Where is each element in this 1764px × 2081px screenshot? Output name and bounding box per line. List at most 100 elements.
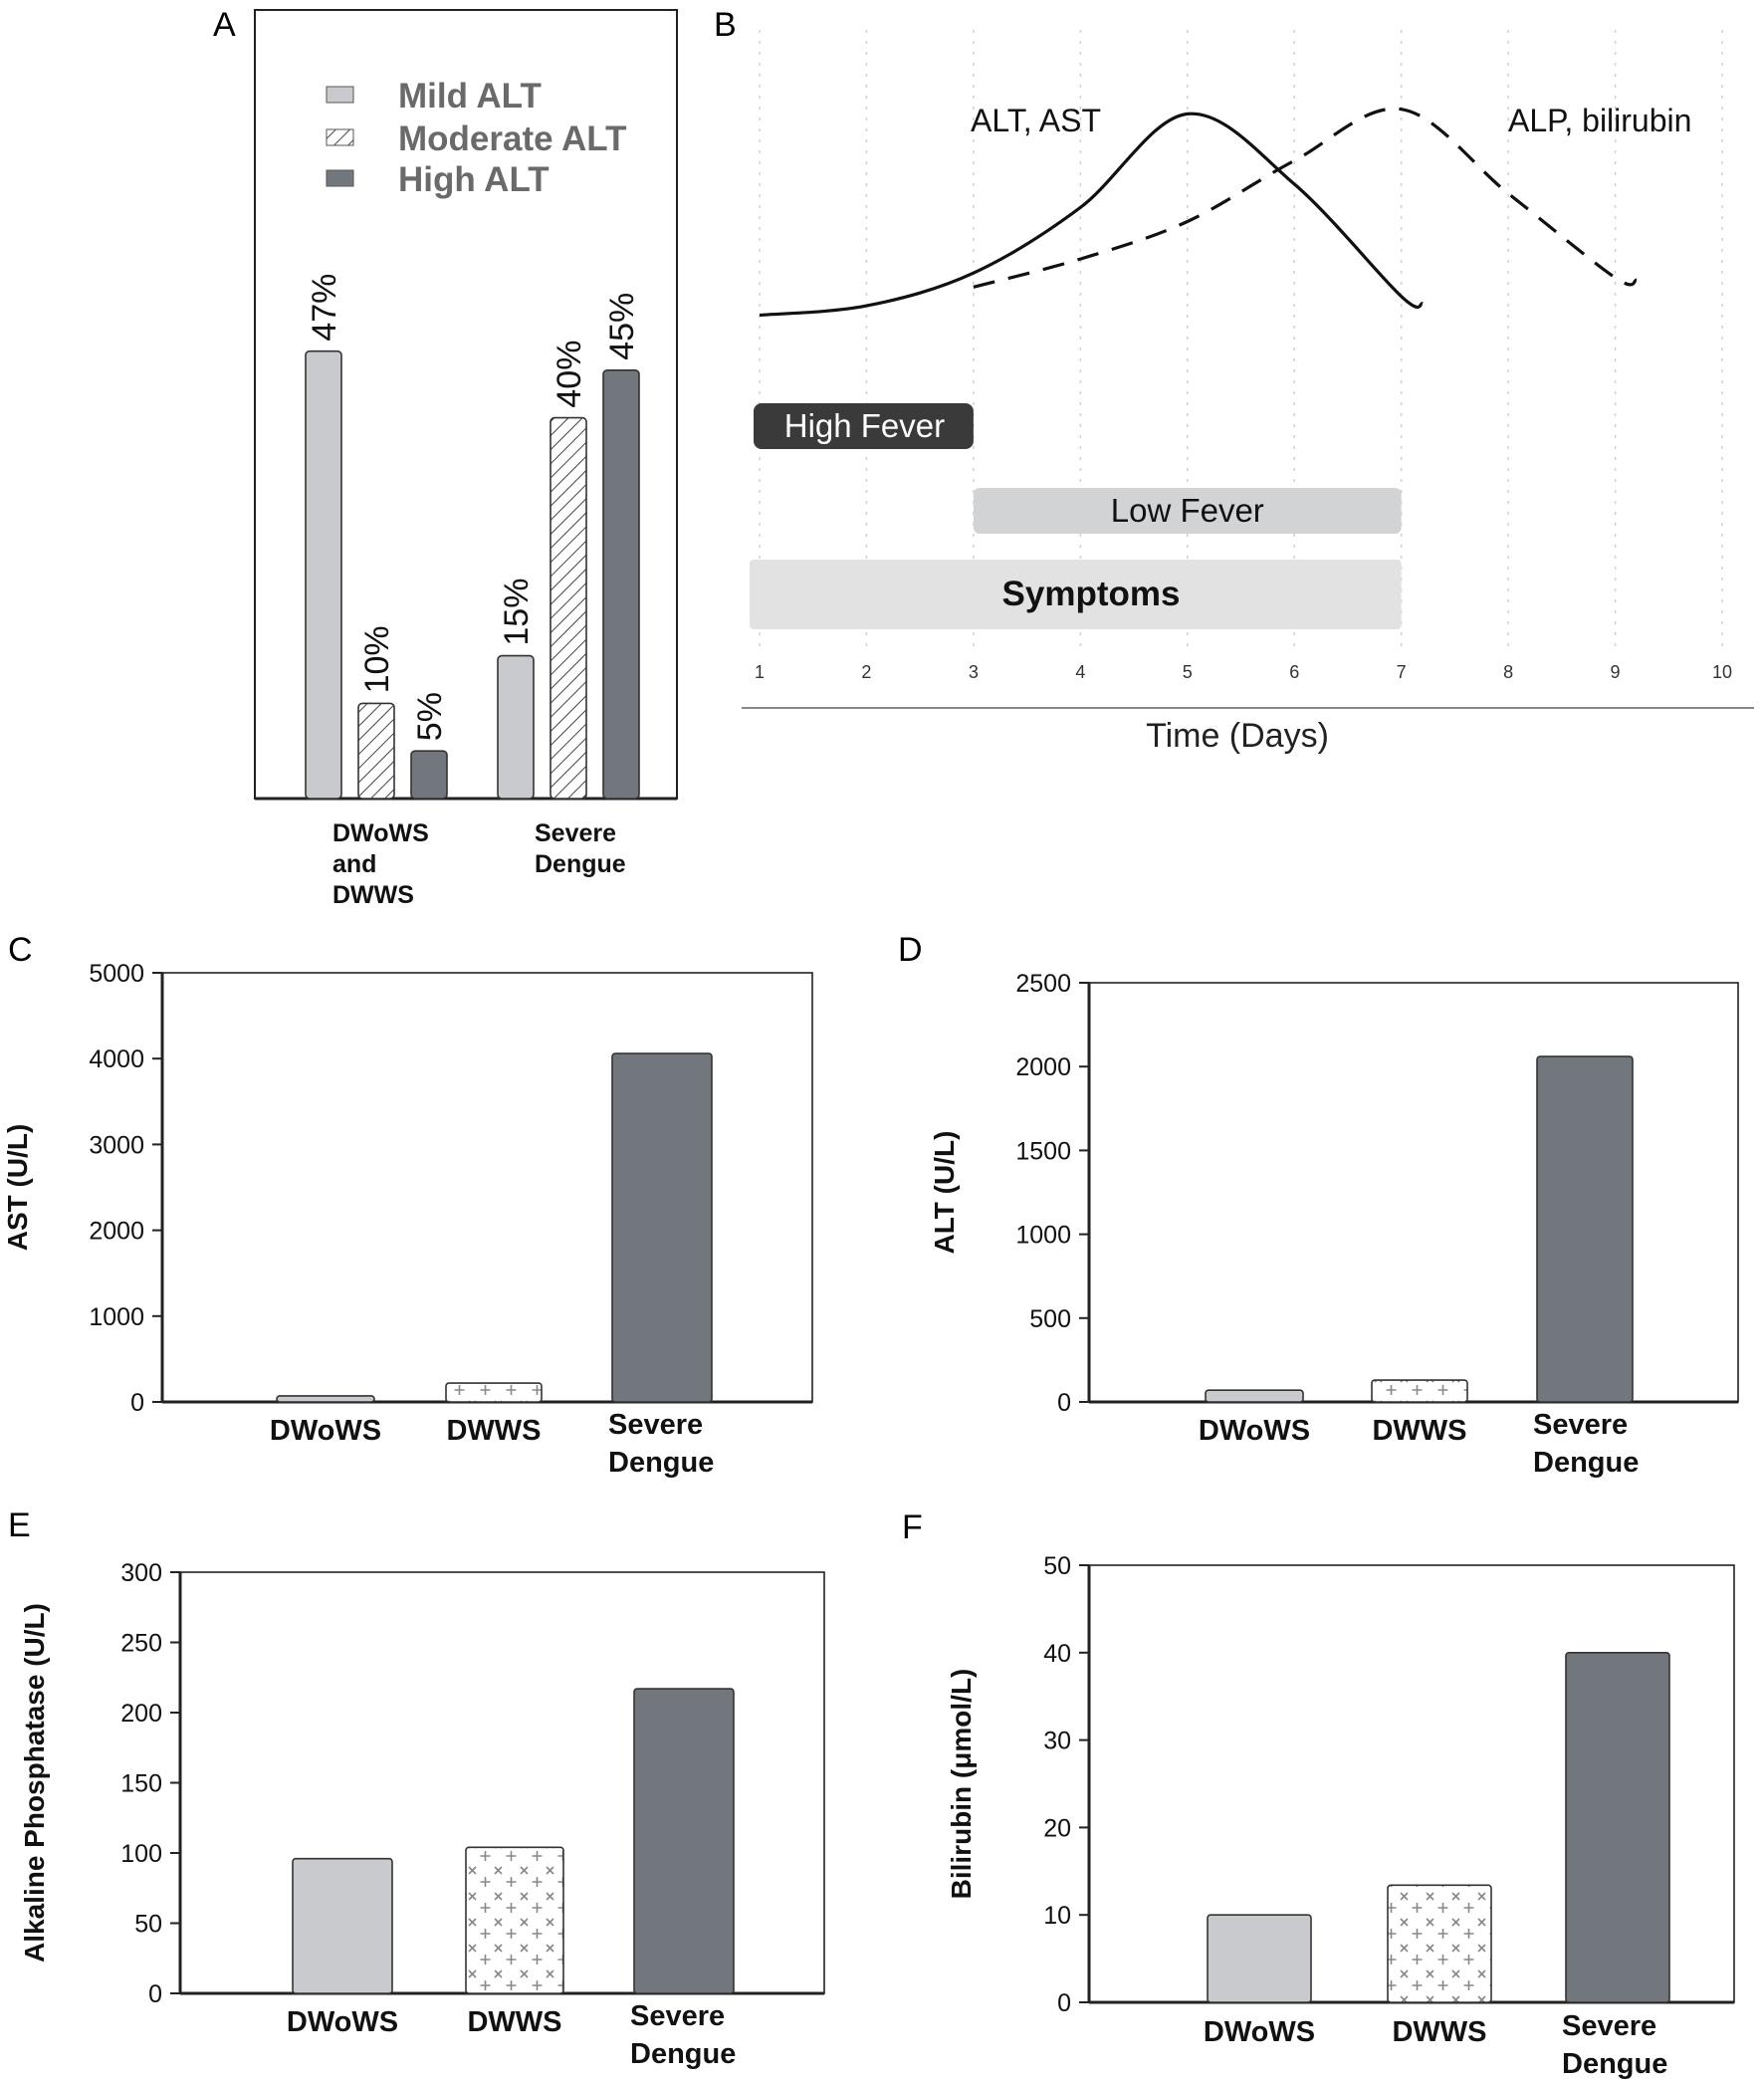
alp-bilirubin-curve	[973, 107, 1638, 289]
legend-label: Mild ALT	[398, 77, 542, 116]
category-label: DWWS	[446, 1415, 541, 1447]
bar	[410, 750, 448, 800]
category-label-line: Dengue	[1533, 1447, 1639, 1479]
category-label-line: Severe	[630, 2000, 725, 2032]
high-fever-bar	[754, 403, 974, 449]
category-label-line: Severe	[1562, 2010, 1656, 2042]
bar	[1371, 1379, 1468, 1403]
x-tick-label: 7	[1397, 662, 1407, 682]
x-axis-label: Time (Days)	[1146, 717, 1329, 755]
plot-frame	[161, 972, 813, 1403]
y-tick-label: 1000	[1015, 1222, 1071, 1250]
category-label: Severe Dengue	[630, 2000, 736, 2070]
bar	[602, 368, 640, 800]
y-tick-label: 150	[120, 1770, 162, 1798]
y-tick-label: 0	[130, 1389, 144, 1417]
low-fever-bar	[973, 488, 1402, 534]
bar	[305, 349, 342, 800]
category-label: DWoWS	[287, 2006, 398, 2038]
panel-f: F 0 10 20 30 40 50 Bilirubin (μmol/L) DWoWS DWWS S…	[902, 1508, 1735, 2080]
data-label: 15%	[498, 578, 536, 646]
category-label: DWWS	[467, 2006, 561, 2038]
x-tick-label: 10	[1712, 662, 1732, 682]
data-label: 10%	[358, 625, 396, 693]
bar	[497, 654, 535, 800]
phase-label: Symptoms	[1002, 575, 1181, 613]
category-label-line: DWoWS	[332, 819, 429, 847]
y-tick-label: 4000	[89, 1045, 144, 1073]
y-axis-label: Alkaline Phosphatase (U/L)	[19, 1603, 50, 1963]
category-label: DWWS	[1392, 2016, 1486, 2048]
y-tick-label: 500	[1029, 1305, 1071, 1333]
y-tick-label: 40	[1043, 1640, 1071, 1668]
y-tick-label: 5000	[89, 960, 144, 988]
bar	[1205, 1389, 1304, 1403]
x-tick-label: 5	[1183, 662, 1193, 682]
panel-letter-a: A	[213, 6, 236, 44]
y-tick-label: 0	[148, 1980, 162, 2008]
x-tick-label: 8	[1503, 662, 1513, 682]
panel-letter-f: F	[902, 1508, 923, 1546]
alt-ast-curve	[759, 112, 1424, 318]
y-tick-label: 30	[1043, 1728, 1071, 1755]
plot-frame	[1088, 982, 1739, 1403]
category-label-line: DWWS	[1372, 1415, 1466, 1447]
category-label-line: Dengue	[1562, 2048, 1667, 2080]
phase-label: Low Fever	[1111, 492, 1264, 529]
y-tick-label: 1000	[89, 1303, 144, 1331]
bar	[292, 1857, 393, 1994]
category-label-line: Dengue	[630, 2038, 736, 2070]
bar	[465, 1846, 564, 1994]
data-label: 5%	[411, 692, 449, 741]
y-axis-label: ALT (U/L)	[929, 1131, 960, 1255]
y-tick-label: 250	[120, 1630, 162, 1658]
x-tick-label: 3	[969, 662, 979, 682]
panel-b: B ALT, AST ALP, bilirubin High Fever Low Fev…	[714, 6, 1754, 755]
y-tick-label: 0	[1057, 1989, 1071, 2017]
y-tick-label: 2000	[1015, 1053, 1071, 1081]
panel-letter-c: C	[8, 931, 33, 969]
bar	[1536, 1055, 1634, 1403]
data-label: 40%	[551, 341, 588, 408]
category-label-line: Severe	[1533, 1409, 1628, 1441]
category-label-line: DWoWS	[287, 2006, 398, 2038]
category-label-line: DWoWS	[1199, 1415, 1310, 1447]
bar	[445, 1382, 543, 1403]
legend-swatch	[326, 169, 354, 187]
panel-d: D 0 500 1000 1500 2000 2500 ALT (U/L) DWoWS DWWS S…	[898, 931, 1739, 1479]
category-label-line: DWWS	[1392, 2016, 1486, 2048]
data-label: 47%	[306, 274, 343, 342]
panel-c: C 0 1000 2000 3000 4000 5000 AST (U/L) DWoWS DWWS…	[2, 931, 813, 1479]
category-label: DWoWS	[270, 1415, 381, 1447]
category-label-line: DWoWS	[1204, 2016, 1315, 2048]
curve-label: ALP, bilirubin	[1508, 103, 1691, 138]
bar	[633, 1688, 735, 1994]
category-label-line: DWoWS	[270, 1415, 381, 1447]
category-label-line: Severe	[535, 819, 616, 847]
bar	[1207, 1914, 1312, 2003]
category-label: Severe Dengue	[535, 819, 626, 878]
category-label-line: Severe	[608, 1409, 703, 1441]
x-tick-label: 2	[861, 662, 871, 682]
y-tick-label: 3000	[89, 1131, 144, 1159]
panel-letter-b: B	[714, 6, 737, 44]
legend-swatch	[326, 86, 354, 104]
y-tick-label: 50	[1043, 1552, 1071, 1580]
legend-label: Moderate ALT	[398, 119, 626, 158]
x-tick-label: 9	[1611, 662, 1621, 682]
legend-swatch	[326, 128, 354, 146]
bar	[611, 1052, 713, 1403]
category-label-line: Dengue	[535, 850, 626, 878]
category-label-line: DWWS	[467, 2006, 561, 2038]
y-tick-label: 20	[1043, 1814, 1071, 1842]
data-label: 45%	[603, 293, 641, 360]
bar	[1565, 1652, 1670, 2003]
symptoms-bar	[750, 560, 1402, 629]
y-tick-label: 2500	[1015, 970, 1071, 998]
bar	[1387, 1884, 1492, 2003]
category-label: Severe Dengue	[608, 1409, 714, 1479]
category-label-line: Dengue	[608, 1447, 714, 1479]
y-tick-label: 50	[134, 1911, 162, 1939]
